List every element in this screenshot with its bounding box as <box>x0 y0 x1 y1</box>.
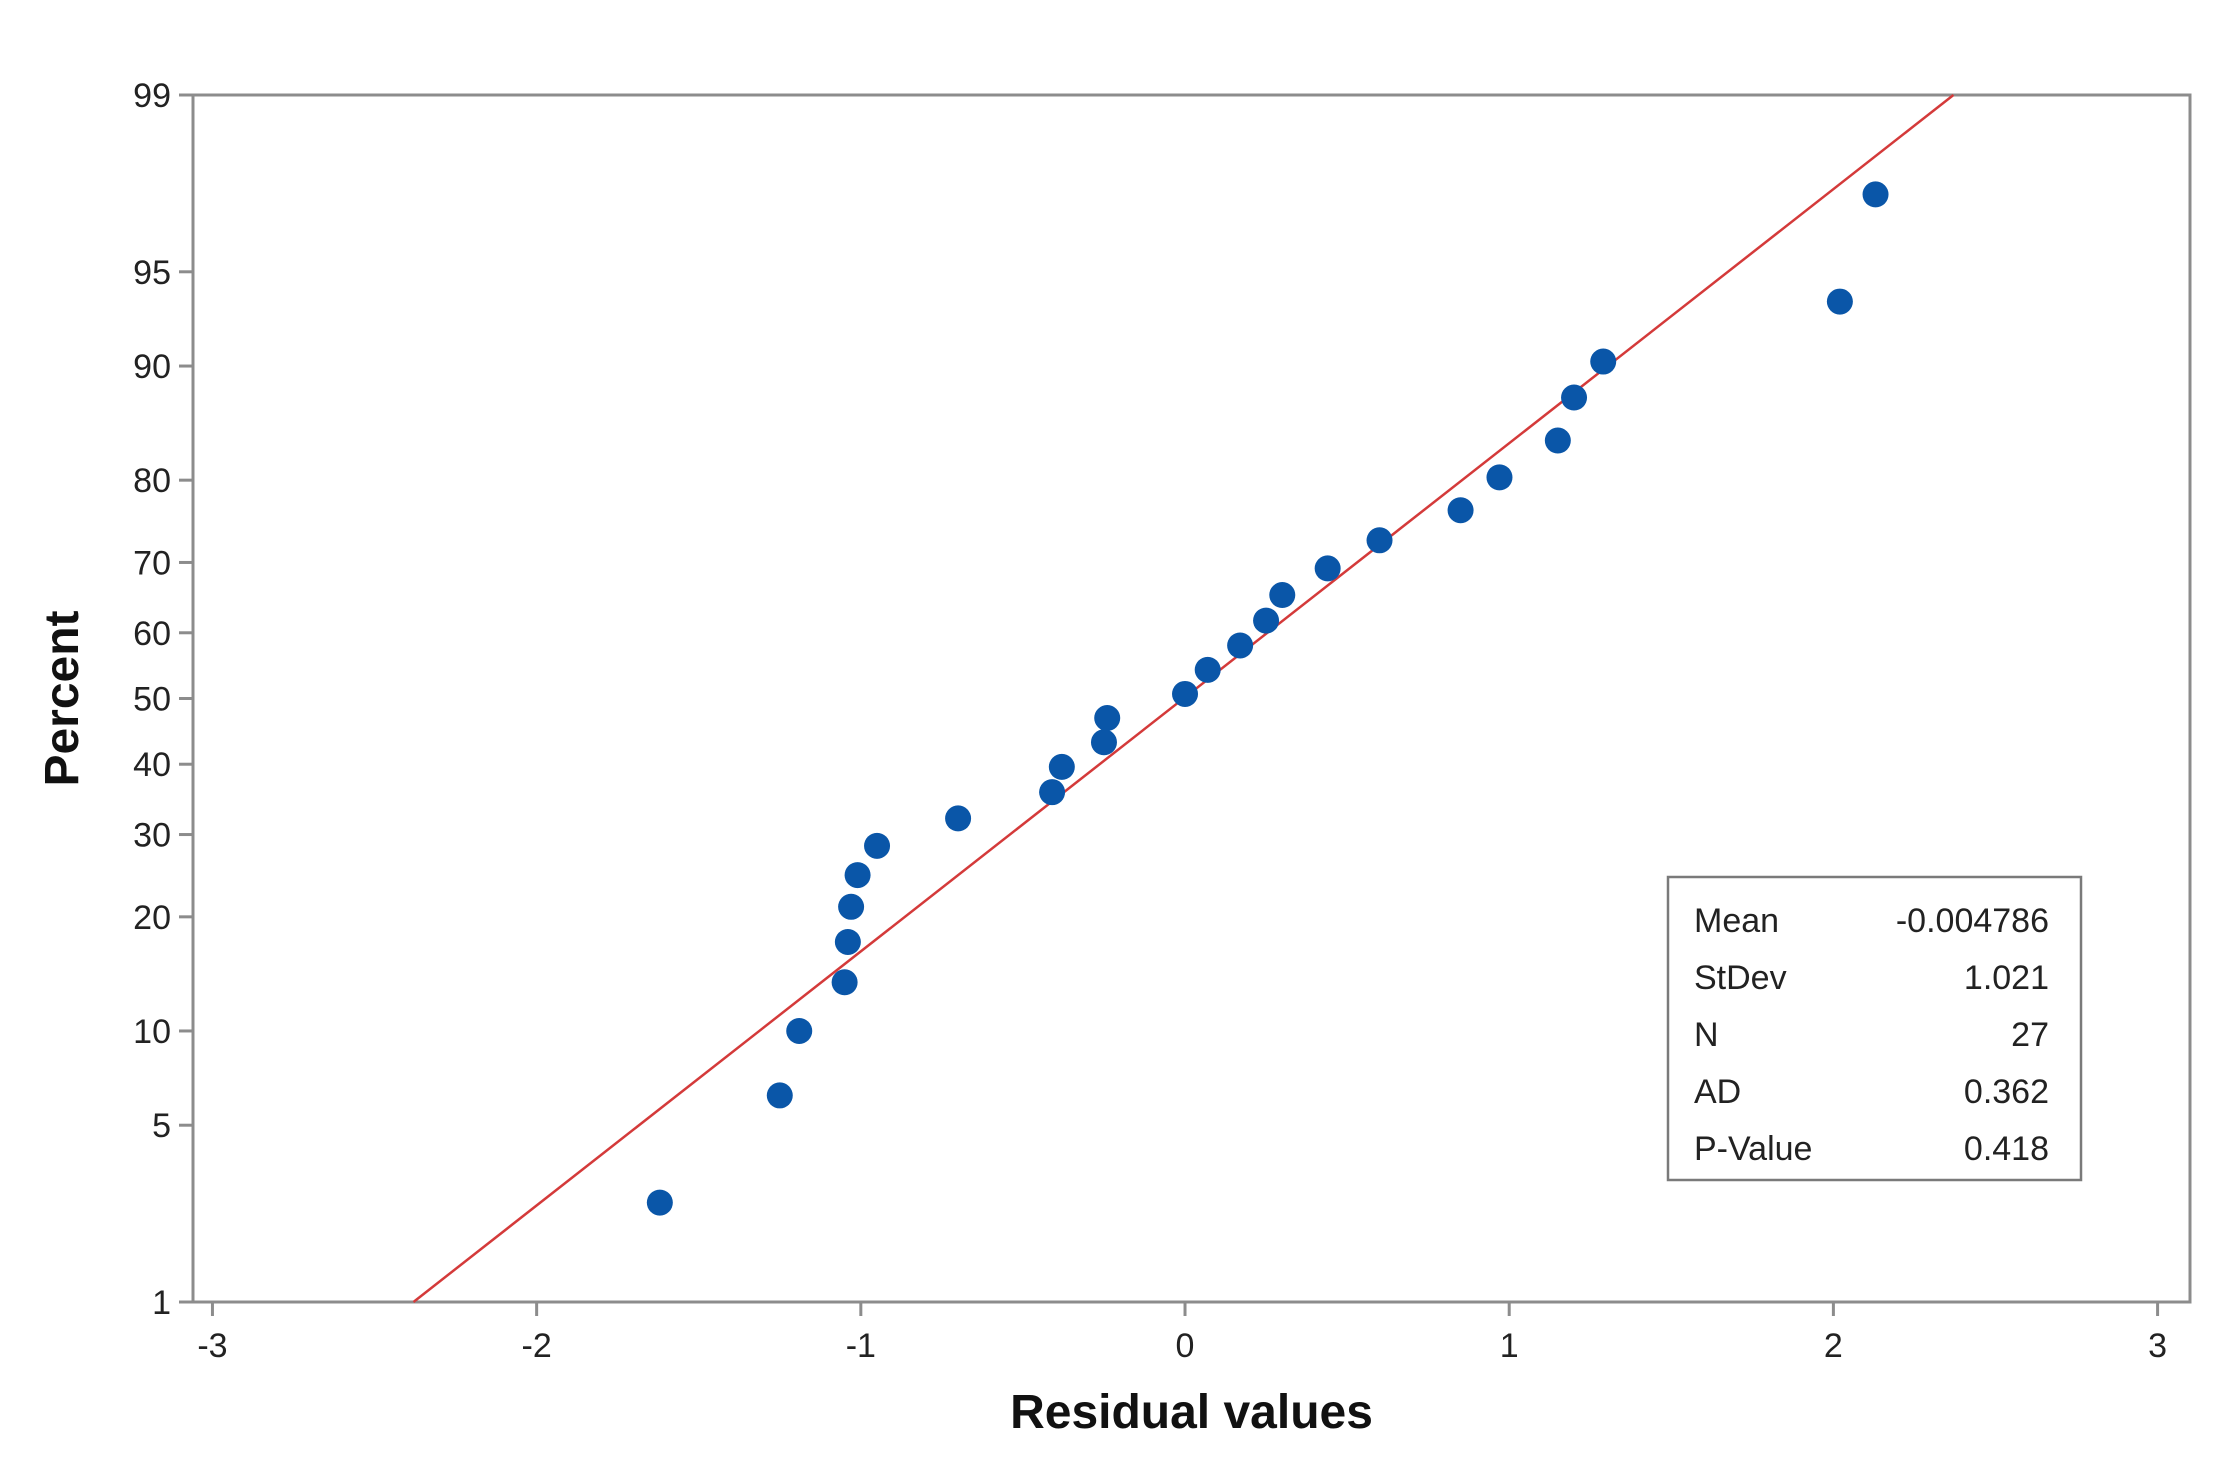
data-point <box>1561 384 1588 411</box>
y-tick-label: 30 <box>133 817 171 855</box>
x-tick-label: 3 <box>2148 1327 2167 1365</box>
data-point <box>1544 427 1571 454</box>
stats-box-frame <box>1666 875 2083 1182</box>
stats-label: P-Value <box>1694 1130 1812 1168</box>
data-point <box>1048 753 1075 780</box>
stats-label: Mean <box>1694 902 1779 940</box>
y-tick-label: 99 <box>133 77 171 115</box>
y-tick-label: 5 <box>152 1107 171 1145</box>
data-point <box>786 1017 813 1044</box>
x-tick-label: -3 <box>197 1327 227 1365</box>
x-axis-title: Residual values <box>1010 1386 1373 1439</box>
data-point <box>1039 779 1066 806</box>
data-point <box>1253 607 1280 634</box>
x-tick-label: 0 <box>1176 1327 1195 1365</box>
stats-value: 0.418 <box>1964 1130 2049 1168</box>
y-tick-label: 40 <box>133 746 171 784</box>
data-point <box>838 893 865 920</box>
data-point <box>1590 348 1617 375</box>
y-tick-label: 90 <box>133 348 171 386</box>
y-tick-label: 70 <box>133 544 171 582</box>
stats-label: AD <box>1694 1073 1741 1111</box>
data-point <box>1094 705 1121 732</box>
stats-value: 1.021 <box>1964 959 2049 997</box>
data-point <box>1227 632 1254 659</box>
data-point <box>766 1082 793 1109</box>
data-point <box>1826 288 1853 315</box>
data-point <box>1314 555 1341 582</box>
data-point <box>1366 527 1393 554</box>
stats-label: StDev <box>1694 959 1787 997</box>
data-point <box>834 928 861 955</box>
data-points <box>646 181 1889 1216</box>
x-tick-label: 1 <box>1500 1327 1519 1365</box>
data-point <box>945 805 972 832</box>
x-tick-label: 2 <box>1824 1327 1843 1365</box>
y-axis: 1 5 10 20 30 40 50 60 70 80 90 95 99 <box>133 77 193 1322</box>
stats-value: 0.362 <box>1964 1073 2049 1111</box>
stats-value: -0.004786 <box>1896 902 2049 940</box>
y-tick-label: 60 <box>133 615 171 653</box>
x-tick-label: -1 <box>846 1327 876 1365</box>
data-point <box>844 862 871 889</box>
x-axis: -3 -2 -1 0 1 2 3 <box>197 1302 2167 1365</box>
data-point <box>864 832 891 859</box>
stats-label: N <box>1694 1016 1719 1054</box>
stats-box: Mean -0.004786 StDev 1.021 N 27 AD 0.362 P-Value… <box>1666 875 2083 1182</box>
y-axis-title: Percent <box>36 610 89 786</box>
y-tick-label: 10 <box>133 1013 171 1051</box>
data-point <box>831 969 858 996</box>
data-point <box>1447 497 1474 524</box>
data-point <box>1172 680 1199 707</box>
data-point <box>646 1189 673 1216</box>
y-tick-label: 50 <box>133 681 171 719</box>
y-tick-label: 20 <box>133 899 171 937</box>
y-tick-label: 95 <box>133 254 171 292</box>
data-point <box>1194 656 1221 683</box>
stats-value: 27 <box>2011 1016 2049 1054</box>
x-tick-label: -2 <box>522 1327 552 1365</box>
data-point <box>1862 181 1889 208</box>
data-point <box>1269 582 1296 609</box>
y-tick-label: 1 <box>152 1284 171 1322</box>
data-point <box>1090 729 1117 756</box>
y-tick-label: 80 <box>133 462 171 500</box>
data-point <box>1486 464 1513 491</box>
